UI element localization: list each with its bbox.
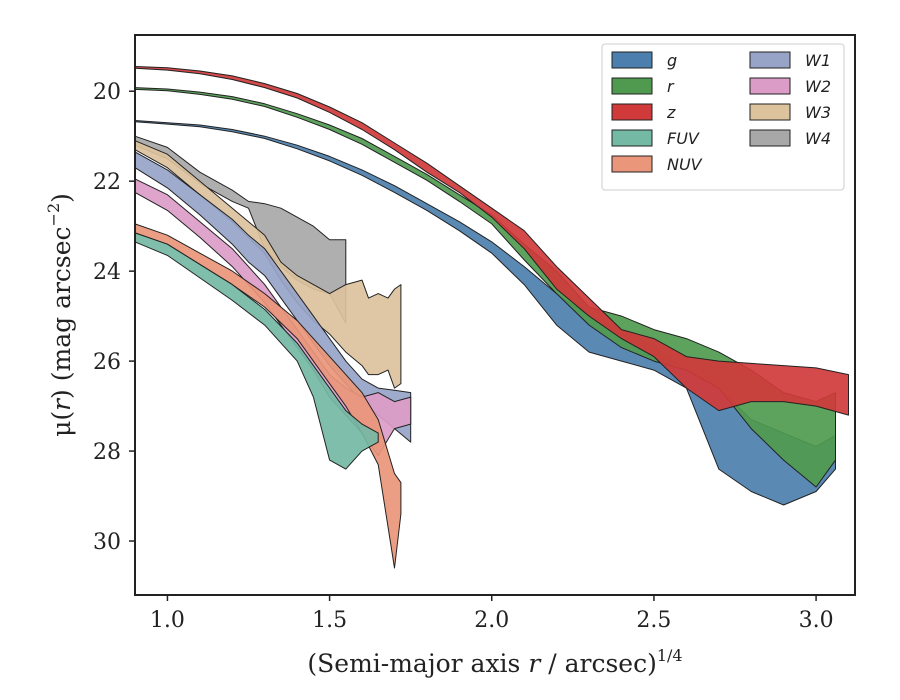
legend-label-nuv: NUV [667,155,703,174]
x-tick-label: 1.0 [150,608,185,633]
legend-swatch-fuv [611,129,653,147]
legend: grz FUV NUV W1 W2 W3 W4 [601,43,845,191]
y-tick-label: 30 [93,530,121,555]
legend-label-w3: W3 [805,103,831,122]
series-band-g [134,120,836,506]
plot-frame [134,34,856,596]
series-band-z [134,66,849,416]
x-tick-label: 2.5 [636,608,671,633]
y-tick-label: 24 [93,260,121,285]
legend-label-w4: W4 [805,129,831,148]
legend-label-w2: W2 [805,77,831,96]
x-axis-title: (Semi-major axis r / arcsec)1/4 [307,646,682,678]
axis-ticks: 1.0 1.5 2.0 2.5 3.0 20 22 24 26 28 30 [93,80,834,633]
series-layer [134,66,849,569]
y-tick-label: 22 [93,170,121,195]
legend-label-fuv: FUV [667,129,700,148]
legend-label-g: g [667,51,677,70]
legend-swatch-w1 [749,51,791,69]
y-tick-label: 28 [93,440,121,465]
legend-swatch-w4 [749,129,791,147]
legend-swatch-nuv [611,155,653,173]
legend-label-z: z [666,103,676,122]
legend-swatch-w2 [749,77,791,95]
legend-swatch-r [611,77,653,95]
x-tick-label: 3.0 [799,608,834,633]
legend-label-w1: W1 [805,51,831,70]
series-band-r [134,87,836,488]
y-tick-label: 26 [93,350,121,375]
legend-swatch-z [611,103,653,121]
y-axis-title: μ(r) (mag arcsec−2) [44,193,76,437]
x-tick-label: 2.0 [474,608,509,633]
legend-swatch-g [611,51,653,69]
x-tick-label: 1.5 [312,608,347,633]
series-band-fuv [134,232,379,470]
legend-swatch-w3 [749,103,791,121]
y-tick-label: 20 [93,80,121,105]
legend-label-r: r [667,77,675,96]
